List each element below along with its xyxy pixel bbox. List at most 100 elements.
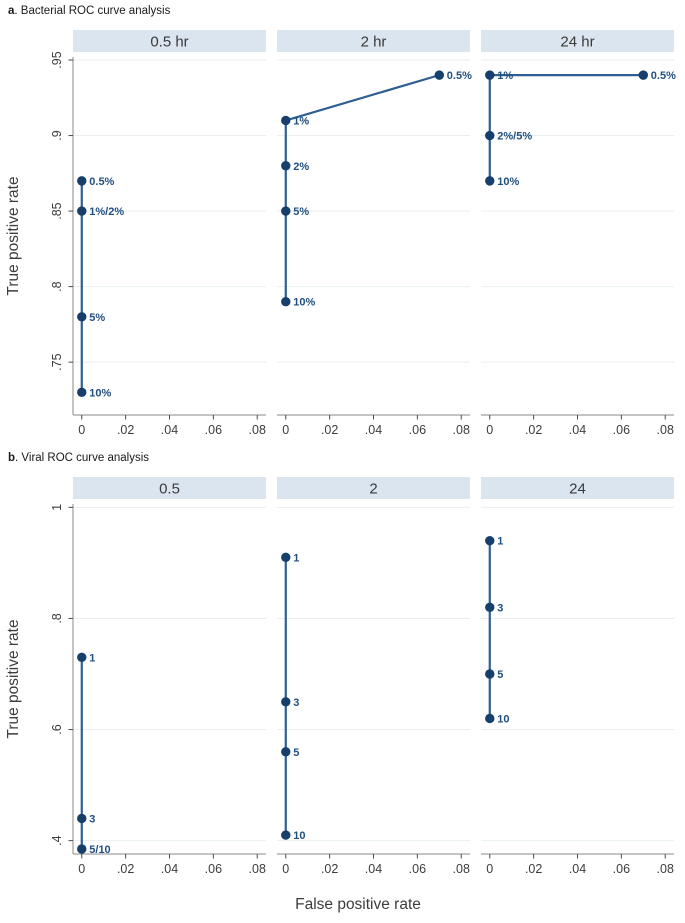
point-label: 1 — [497, 536, 503, 548]
data-point — [77, 176, 87, 186]
point-label: 1% — [293, 115, 309, 127]
data-point — [281, 747, 291, 757]
x-tick-label: .02 — [525, 862, 542, 876]
x-tick-label: .06 — [205, 862, 222, 876]
y-axis-title: True positive rate — [5, 619, 22, 738]
data-point — [77, 844, 87, 854]
data-point — [485, 669, 495, 679]
y-tick-label: 1 — [50, 504, 64, 511]
x-tick-label: .02 — [321, 423, 338, 437]
y-tick-label: .75 — [50, 353, 64, 370]
x-tick-label: .02 — [117, 862, 134, 876]
subplot-header-band — [481, 30, 674, 52]
y-tick-label: .4 — [50, 835, 64, 845]
subplot-header-band — [73, 30, 266, 52]
point-label: 2%/5% — [497, 131, 532, 143]
x-tick-label: .06 — [409, 423, 426, 437]
y-tick-label: .95 — [50, 51, 64, 68]
x-tick-label: .04 — [161, 862, 178, 876]
y-tick-label: .6 — [50, 724, 64, 734]
x-tick-label: .04 — [569, 862, 586, 876]
point-label: 1 — [293, 552, 299, 564]
x-tick-label: .04 — [569, 423, 586, 437]
roc-line — [488, 74, 644, 181]
point-label: 0.5% — [89, 176, 114, 188]
x-tick-label: .08 — [657, 423, 674, 437]
data-point — [485, 535, 495, 546]
subplot-header-label: 0.5 — [159, 481, 180, 498]
subplot-header-label: 2 hr — [361, 34, 387, 51]
data-point — [281, 830, 291, 840]
x-tick-label: 0 — [78, 423, 85, 437]
x-tick-label: .02 — [525, 423, 542, 437]
panel-a-letter: a — [8, 5, 15, 17]
data-point — [485, 602, 495, 613]
x-tick-label: .04 — [365, 862, 382, 876]
point-label: 0.5% — [447, 70, 472, 82]
panel-b-title-text: . Viral ROC curve analysis — [15, 452, 150, 464]
data-point — [485, 176, 495, 186]
bacterial-roc-chart: 0.5 hr 0 .02 .04 .06 .08 .75 .8 .85 .9 .95 0.5% 1%/2… — [5, 30, 676, 437]
data-point — [77, 813, 87, 824]
x-tick-label: .04 — [161, 423, 178, 437]
data-point — [485, 130, 495, 141]
subplot-header-band — [277, 30, 470, 52]
point-label: 5% — [293, 206, 309, 218]
y-tick-label: .9 — [50, 130, 64, 140]
point-label: 0.5% — [651, 70, 676, 82]
data-point — [281, 697, 291, 707]
x-tick-label: 0 — [486, 423, 493, 437]
point-label: 3 — [89, 813, 95, 825]
x-axis-title: False positive rate — [295, 896, 421, 913]
data-point — [281, 297, 291, 307]
point-label: 5/10 — [89, 844, 110, 856]
panel-a-title: a. Bacterial ROC curve analysis — [0, 0, 685, 22]
subplot-header-band — [73, 477, 266, 499]
data-point — [485, 70, 495, 80]
subplot-header-label: 0.5 hr — [150, 34, 188, 51]
panel-b-letter: b — [8, 452, 16, 464]
x-tick-label: 0 — [78, 862, 85, 876]
x-tick-label: .06 — [205, 423, 222, 437]
panel-a-title-text: . Bacterial ROC curve analysis — [14, 5, 171, 17]
data-point — [434, 70, 444, 80]
x-tick-label: .08 — [453, 423, 470, 437]
data-point — [281, 115, 291, 126]
point-label: 1 — [89, 652, 95, 664]
x-tick-label: .08 — [249, 423, 266, 437]
data-point — [77, 387, 87, 398]
y-tick-label: .8 — [50, 613, 64, 623]
data-point — [77, 312, 87, 322]
point-label: 5 — [293, 747, 299, 759]
data-point — [485, 713, 495, 724]
x-tick-label: .06 — [613, 423, 630, 437]
point-label: 1%/2% — [89, 206, 124, 218]
x-tick-label: .04 — [365, 423, 382, 437]
viral-roc-chart: 0.5 0 .02 .04 .06 .08 .4 .6 .8 1 1 3 5/10 2 0 .02 .04 .06… — [5, 477, 674, 913]
subplot-header-band — [481, 477, 674, 499]
panel-b-title: b. Viral ROC curve analysis — [0, 447, 685, 469]
data-point — [77, 206, 87, 216]
x-tick-label: 0 — [486, 862, 493, 876]
x-tick-label: .06 — [409, 862, 426, 876]
point-label: 10% — [497, 176, 519, 188]
data-point — [638, 70, 648, 80]
point-label: 3 — [293, 697, 299, 709]
subplot-header-label: 2 — [369, 481, 377, 498]
subplot-header-label: 24 hr — [560, 34, 594, 51]
point-label: 10% — [293, 297, 315, 309]
x-tick-label: .08 — [453, 862, 470, 876]
point-label: 3 — [497, 602, 503, 614]
x-tick-label: .02 — [321, 862, 338, 876]
data-point — [281, 206, 291, 216]
point-label: 1% — [497, 70, 513, 82]
point-label: 10% — [89, 387, 111, 399]
roc-line — [284, 74, 440, 302]
point-label: 5% — [89, 312, 105, 324]
x-tick-label: .08 — [657, 862, 674, 876]
point-label: 10 — [293, 830, 305, 842]
data-point — [281, 161, 291, 171]
x-tick-label: 0 — [282, 862, 289, 876]
y-tick-label: .85 — [50, 202, 64, 219]
